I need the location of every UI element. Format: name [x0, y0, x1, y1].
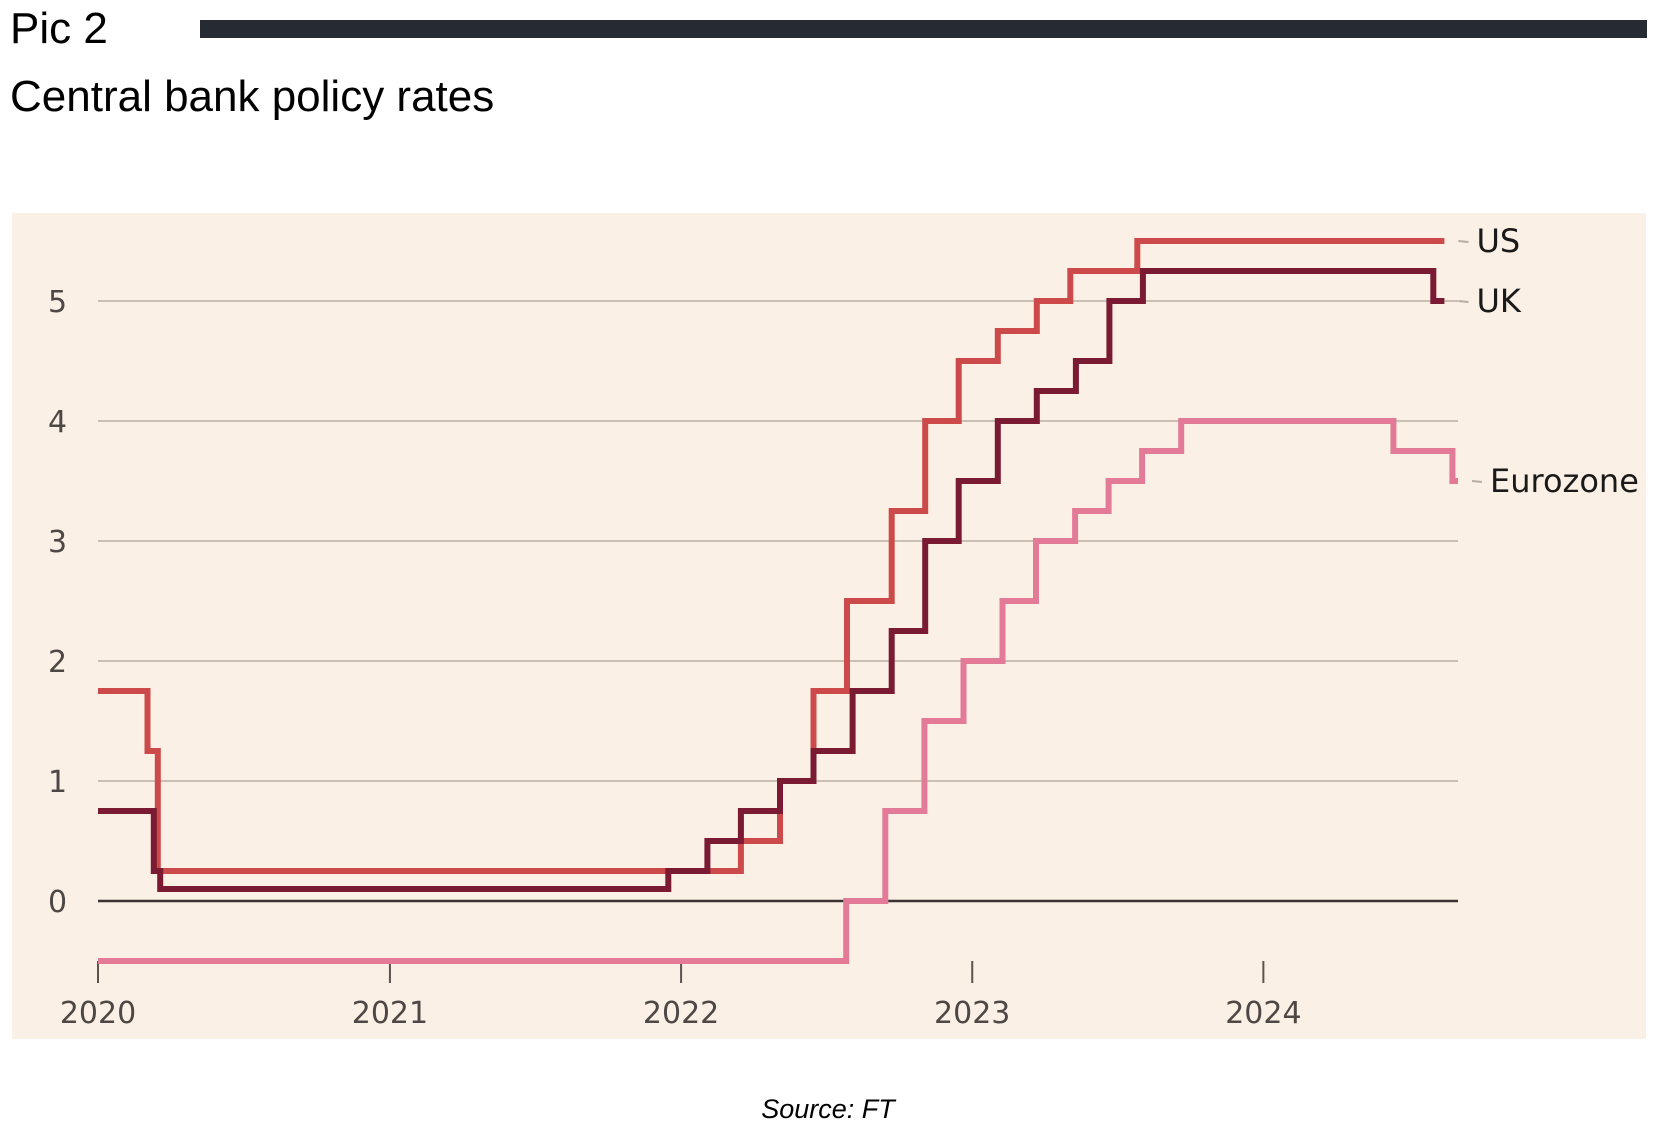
series-line-uk: [98, 268, 1445, 892]
source-note: Source: FT: [761, 1094, 895, 1124]
top-rule: [200, 20, 1647, 38]
x-tick-label: 2024: [1225, 996, 1301, 1031]
series-line-eurozone: [98, 418, 1458, 964]
series-label-uk: UK: [1476, 282, 1521, 320]
label-leader: [1458, 300, 1469, 303]
y-tick-label: 5: [48, 285, 67, 320]
series-label-eurozone: Eurozone: [1490, 462, 1639, 500]
label-leader: [1458, 240, 1469, 243]
series-line-us: [98, 238, 1445, 874]
x-tick-label: 2022: [643, 996, 719, 1031]
y-tick-label: 3: [48, 525, 67, 560]
y-tick-label: 4: [48, 405, 67, 440]
y-tick-label: 2: [48, 645, 67, 680]
series-label-us: US: [1476, 222, 1520, 260]
x-tick-label: 2020: [60, 996, 136, 1031]
x-tick-label: 2021: [352, 996, 428, 1031]
chart-title: Central bank policy rates: [10, 72, 495, 121]
x-tick-label: 2023: [934, 996, 1010, 1031]
y-tick-label: 0: [48, 885, 67, 920]
label-leader: [1471, 480, 1483, 483]
y-tick-label: 1: [48, 765, 67, 800]
pic-label: Pic 2: [10, 4, 108, 53]
